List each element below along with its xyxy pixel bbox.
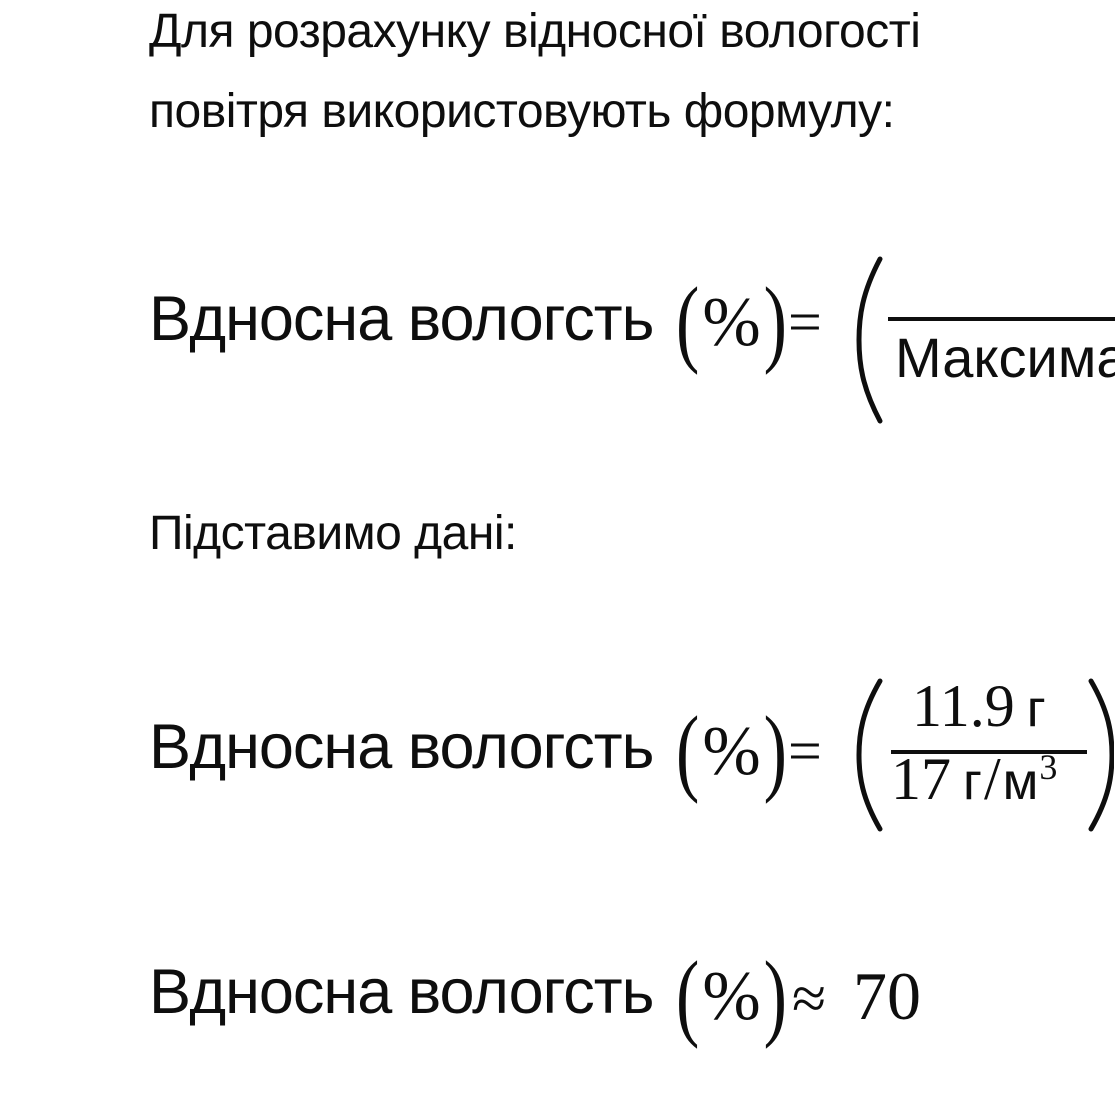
denominator-value: 17	[891, 746, 951, 812]
big-open-paren	[851, 254, 885, 426]
big-open-paren	[851, 676, 885, 834]
formula-substituted-label: Вдносна вологсть	[149, 712, 654, 782]
intro-line-2: повітря використовують формулу:	[149, 85, 895, 138]
denominator-unit-numerator: г	[963, 753, 982, 811]
subheading: Підставимо дані:	[149, 507, 517, 560]
slash-sign: /	[983, 746, 1001, 812]
percent-group: ( % )	[676, 273, 787, 371]
denominator-exponent: 3	[1039, 747, 1058, 787]
percent-sign: %	[702, 713, 761, 790]
formula-result-label: Вдносна вологсть	[149, 957, 654, 1027]
numerator-value: 11.9	[912, 673, 1015, 739]
fraction-bar	[888, 317, 1115, 321]
open-paren: (	[676, 697, 700, 806]
big-close-paren	[1086, 676, 1114, 834]
close-paren: )	[763, 697, 787, 806]
fraction-numerator: 11.9 г	[912, 676, 1046, 736]
equals-sign: =	[788, 289, 822, 355]
close-paren: )	[763, 942, 787, 1051]
open-paren: (	[676, 942, 700, 1051]
percent-sign: %	[702, 958, 761, 1035]
denominator-unit-denominator: м	[1002, 753, 1039, 811]
close-paren: )	[763, 268, 787, 377]
percent-group: ( % )	[676, 702, 787, 800]
fraction-bar	[891, 750, 1087, 754]
equals-sign: =	[788, 718, 822, 784]
approx-sign: ≈	[792, 965, 827, 1033]
open-paren: (	[676, 268, 700, 377]
formula-general-label: Вдносна вологсть	[149, 284, 654, 354]
percent-sign: %	[702, 284, 761, 361]
formula-general-denominator: Максима	[895, 326, 1115, 389]
fraction-denominator: 17 г / м 3	[891, 749, 1057, 809]
percent-group: ( % )	[676, 947, 787, 1045]
intro-line-1: Для розрахунку відносної вологості	[149, 5, 921, 58]
numerator-unit: г	[1026, 680, 1046, 738]
result-value: 70	[853, 958, 921, 1034]
